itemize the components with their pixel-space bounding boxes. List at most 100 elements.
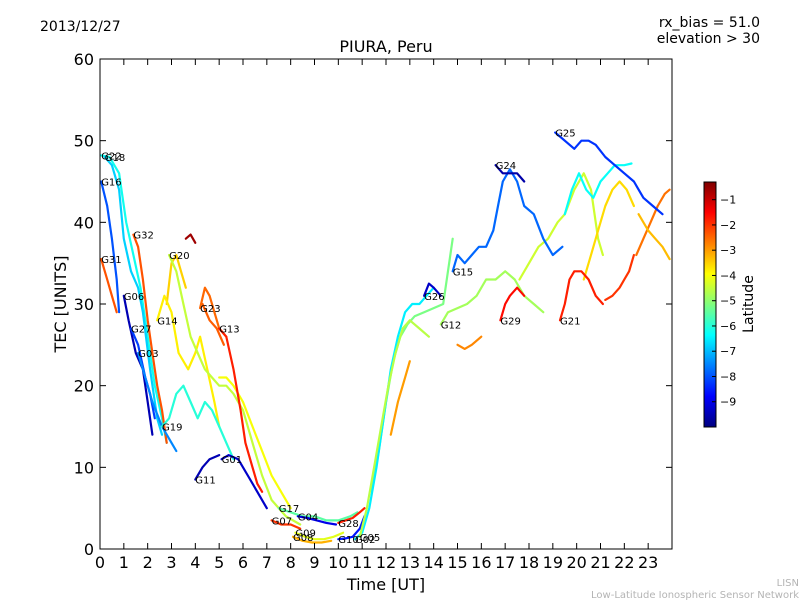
- x-tick-label: 8: [286, 553, 296, 572]
- y-tick-label: 50: [74, 132, 94, 151]
- y-tick-label: 20: [74, 377, 94, 396]
- series-line-g24: [494, 164, 526, 183]
- x-tick-label: 21: [590, 553, 610, 572]
- x-tick-label: 9: [309, 553, 319, 572]
- series-label-g19: G19: [162, 423, 182, 434]
- x-tick-label: 22: [614, 553, 634, 572]
- colorbar-gradient: [703, 181, 717, 428]
- series-line-g07: [270, 519, 302, 530]
- elevation-label: elevation > 30: [657, 31, 760, 47]
- colorbar-tick-label: −5: [720, 295, 736, 308]
- x-tick-label: 10: [328, 553, 348, 572]
- series-label-g07: G07: [272, 516, 292, 527]
- series-label-g12: G12: [441, 320, 461, 331]
- series-line-g26: [423, 282, 442, 297]
- x-tick-label: 18: [519, 553, 539, 572]
- series-label-g31: G31: [101, 255, 121, 266]
- colorbar-tick-label: −2: [720, 219, 736, 232]
- footer-network: Low-Latitude Ionospheric Sensor Network: [591, 590, 799, 600]
- x-axis: 0 1 2 3 4 5 6 7 8 9 10 11 12 13 14 15 16 17 18 19 20 21 22 23: [95, 59, 658, 572]
- series-label-g04: G04: [298, 512, 318, 523]
- tec-trace-segment: [165, 253, 187, 306]
- y-tick-label: 10: [74, 458, 94, 477]
- series-label-g08: G08: [293, 533, 313, 544]
- series-line-g19: [160, 384, 235, 461]
- date-label: 2013/12/27: [40, 19, 121, 35]
- series-line-g25: [554, 131, 664, 216]
- x-tick-label: 20: [566, 553, 586, 572]
- series-label-g21: G21: [560, 316, 580, 327]
- series-line-g10: [337, 515, 366, 541]
- x-tick-label: 6: [238, 553, 248, 572]
- series-line-g15: [451, 168, 564, 273]
- y-tick-label: 0: [84, 540, 94, 559]
- plot-frame: [99, 58, 673, 550]
- series-label-g14: G14: [157, 316, 177, 327]
- series-label-g13: G13: [219, 325, 239, 336]
- series-label-g11: G11: [195, 476, 215, 487]
- series-line-g01: [220, 454, 268, 510]
- series-line-g02: [353, 286, 435, 541]
- series-line-g08: [291, 535, 333, 544]
- tec-trace-segment: [456, 335, 483, 350]
- colorbar-tick-label: −3: [720, 244, 736, 257]
- tec-trace-segment: [604, 253, 635, 301]
- tec-trace-segment: [370, 237, 454, 493]
- colorbar-tick-label: −6: [720, 320, 736, 333]
- y-tick-label: 60: [74, 50, 94, 69]
- y-axis-label: TEC [UNITS]: [51, 256, 70, 354]
- series-label-g32: G32: [133, 231, 153, 242]
- x-tick-label: 13: [400, 553, 420, 572]
- tec-trace-segment: [637, 213, 671, 261]
- series-label-g25: G25: [555, 129, 575, 140]
- series-label-g24: G24: [496, 161, 516, 172]
- rx-bias-label: rx_bias = 51.0: [659, 15, 760, 31]
- tec-trace-segment: [518, 172, 604, 281]
- series-label-g22: G22: [101, 151, 121, 162]
- series-label-g29: G29: [500, 316, 520, 327]
- series-line-g32: [132, 233, 168, 444]
- colorbar-tick-label: −1: [720, 194, 736, 207]
- x-tick-label: 1: [119, 553, 129, 572]
- series-label-g18: G18: [105, 153, 125, 164]
- series-label-g20: G20: [169, 251, 189, 262]
- series-line-g09: [294, 531, 345, 541]
- x-tick-label: 3: [166, 553, 176, 572]
- tec-trace-segment: [184, 233, 197, 244]
- series-line-g16: [100, 180, 121, 314]
- series-label-g01: G01: [222, 455, 242, 466]
- tec-trace-segment: [389, 360, 411, 436]
- y-tick-label: 30: [74, 295, 94, 314]
- series-label-g09: G09: [295, 529, 315, 540]
- series-line-g12: [439, 270, 545, 326]
- series-line-g20: [168, 253, 302, 526]
- x-tick-label: 16: [471, 553, 491, 572]
- y-tick-label: 40: [74, 213, 94, 232]
- series-label-g23: G23: [200, 304, 220, 315]
- x-tick-label: 4: [190, 553, 200, 572]
- x-axis-label: Time [UT]: [346, 575, 425, 594]
- colorbar-tick-label: −7: [720, 345, 736, 358]
- series-line-g31: [100, 258, 118, 314]
- series-line-g28: [337, 507, 366, 524]
- x-tick-label: 5: [214, 553, 224, 572]
- series-line-g11: [194, 454, 221, 481]
- series-line-g22: [100, 154, 168, 444]
- series-label-g17: G17: [279, 504, 299, 515]
- series-label-g10: G10: [338, 535, 358, 546]
- series-label-g06: G06: [124, 292, 144, 303]
- series-line-g18: [103, 155, 164, 436]
- tec-trace-segment: [201, 302, 225, 346]
- colorbar: −1 −2 −3 −4 −5 −6 −7 −8 −9: [703, 181, 736, 428]
- x-tick-label: 23: [638, 553, 658, 572]
- x-tick-label: 0: [95, 553, 105, 572]
- series-label-g15: G15: [453, 267, 473, 278]
- series-label-g16: G16: [101, 178, 121, 189]
- y-axis: 0 10 20 30 40 50 60: [74, 50, 672, 559]
- tec-trace-segment: [218, 376, 292, 510]
- series-line-g14: [156, 294, 221, 428]
- series-label-g02: G02: [355, 535, 375, 546]
- series-line-g05: [358, 319, 430, 538]
- series-line-g17: [277, 507, 359, 522]
